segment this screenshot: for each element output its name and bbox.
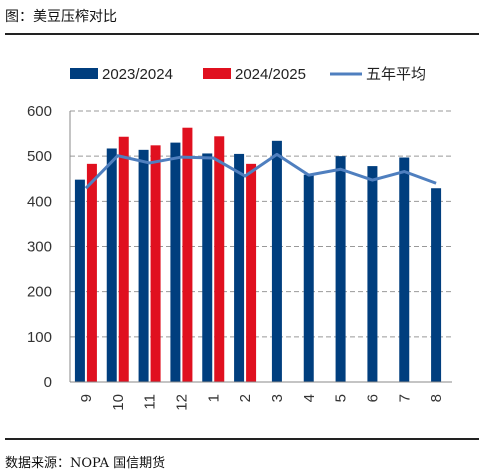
x-tick-label: 7	[396, 394, 413, 402]
x-tick-label: 11	[142, 394, 159, 410]
x-tick-label: 8	[428, 394, 445, 402]
source-note: 数据来源：NOPA 国信期货	[5, 456, 166, 471]
y-tick-label: 100	[27, 329, 52, 346]
bar-2023/2024-5	[335, 156, 346, 382]
legend-label-avg: 五年平均	[366, 66, 426, 83]
bars	[74, 127, 442, 382]
x-tick-label: 10	[110, 394, 127, 411]
y-tick-label: 300	[27, 239, 52, 256]
x-tick-label: 5	[333, 394, 350, 402]
x-tick-label: 4	[301, 394, 318, 402]
x-tick-label: 3	[269, 394, 286, 402]
bar-2024/2025-10	[118, 136, 129, 382]
bottom-rule	[5, 438, 479, 440]
x-tick-label: 2	[237, 394, 254, 402]
bar-2023/2024-7	[399, 157, 410, 382]
legend-swatch-2023	[70, 68, 98, 79]
bar-2024/2025-1	[214, 136, 225, 382]
y-axis: 0 100 200 300 400 500 600	[27, 103, 71, 391]
y-tick-label: 200	[27, 284, 52, 301]
bar-2024/2025-9	[86, 163, 97, 382]
x-tick-label: 1	[205, 394, 222, 402]
x-tick-label: 6	[364, 394, 381, 402]
x-axis: 9 10 11 12 1 2 3 4 5 6 7 8	[70, 381, 452, 411]
bar-2024/2025-11	[150, 145, 161, 382]
y-tick-label: 500	[27, 148, 52, 165]
x-tick-label: 9	[78, 394, 95, 402]
bar-2023/2024-6	[367, 166, 378, 382]
bar-2023/2024-1	[202, 153, 213, 382]
legend-swatch-2024	[203, 68, 231, 79]
bar-2023/2024-12	[170, 142, 181, 382]
bar-2023/2024-2	[234, 153, 245, 382]
y-tick-label: 400	[27, 193, 52, 210]
top-rule	[5, 33, 479, 35]
bar-2023/2024-10	[106, 148, 117, 382]
bar-2023/2024-11	[138, 149, 149, 382]
x-tick-label: 12	[173, 394, 190, 411]
chart: 2023/2024 2024/2025 五年平均 0 100 200 300 400 500 6…	[27, 66, 452, 411]
figure-title: 图：美豆压榨对比	[5, 9, 117, 25]
avg-line-path	[84, 152, 437, 190]
average-line	[84, 152, 437, 190]
bar-2023/2024-9	[74, 179, 85, 382]
legend-label-2024: 2024/2025	[235, 66, 306, 83]
bar-2023/2024-8	[431, 188, 442, 382]
bar-2024/2025-2	[246, 163, 257, 382]
legend: 2023/2024 2024/2025 五年平均	[70, 66, 426, 83]
bar-2024/2025-12	[182, 127, 193, 382]
y-tick-label: 0	[44, 374, 52, 391]
legend-label-2023: 2023/2024	[102, 66, 173, 83]
bar-2023/2024-3	[271, 140, 282, 382]
y-tick-label: 600	[27, 103, 52, 120]
bar-2023/2024-4	[303, 174, 314, 382]
